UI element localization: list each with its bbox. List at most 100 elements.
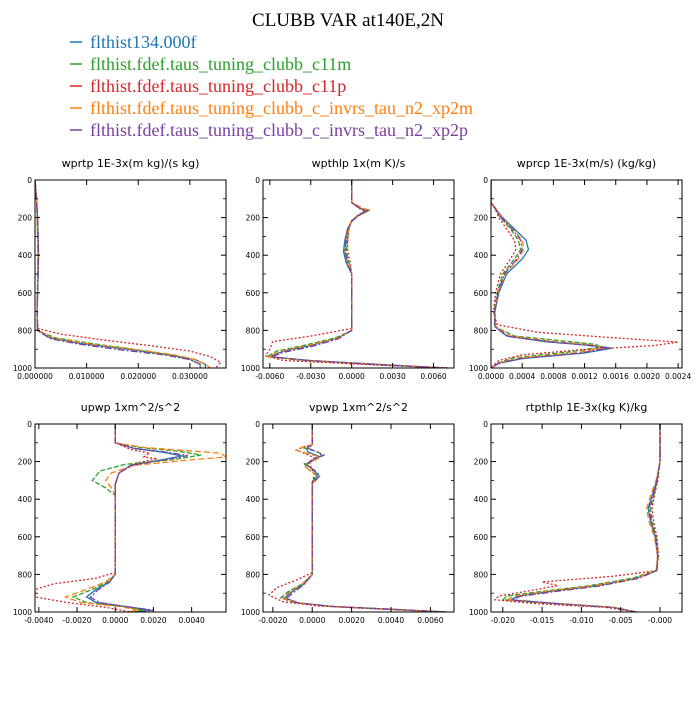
panels: wprtp 1E-3x(m kg)/(s kg) 0 200 400 600 800 100… bbox=[13, 157, 692, 625]
x-tick-label: 0.0000 bbox=[299, 616, 325, 625]
series-line bbox=[504, 424, 661, 612]
panel: wpthlp 1x(m K)/s 0 200 400 600 800 1000-0.0060… bbox=[241, 157, 455, 381]
plot-frame bbox=[34, 423, 227, 613]
y-tick-label: 1000 bbox=[241, 364, 260, 373]
x-tick-label: -0.015 bbox=[530, 616, 554, 625]
series-line bbox=[35, 424, 158, 612]
series-line bbox=[270, 180, 448, 368]
legend-entry: flthist.fdef.taus_tuning_clubb_c_invrs_t… bbox=[90, 120, 468, 140]
series-group bbox=[493, 424, 661, 612]
y-tick-label: 600 bbox=[246, 533, 261, 542]
y-tick-label: 200 bbox=[474, 214, 489, 223]
y-tick-label: 0 bbox=[483, 420, 488, 429]
y-tick-label: 0 bbox=[483, 176, 488, 185]
plot-frame bbox=[262, 423, 455, 613]
y-tick-label: 200 bbox=[246, 458, 261, 467]
y-tick-label: 1000 bbox=[469, 364, 488, 373]
panel-title: wprcp 1E-3x(m/s) (kg/kg) bbox=[517, 157, 656, 170]
x-tick-label: -0.0060 bbox=[255, 372, 284, 381]
x-tick-label: 0.000000 bbox=[17, 372, 53, 381]
y-tick-label: 200 bbox=[18, 214, 33, 223]
y-tick-label: 0 bbox=[27, 176, 32, 185]
series-line bbox=[508, 424, 661, 612]
panel-title: vpwp 1xm^2/s^2 bbox=[309, 401, 408, 414]
series-line bbox=[265, 180, 448, 368]
x-tick-label: 0.010000 bbox=[69, 372, 105, 381]
legend-entry: flthist.fdef.taus_tuning_clubb_c_invrs_t… bbox=[90, 98, 473, 118]
legend: flthist134.000fflthist.fdef.taus_tuning_… bbox=[70, 32, 473, 140]
legend-entry: flthist.fdef.taus_tuning_clubb_c11p bbox=[90, 76, 346, 96]
panel-title: upwp 1xm^2/s^2 bbox=[81, 401, 181, 414]
series-line bbox=[281, 424, 447, 612]
series-group bbox=[35, 424, 226, 612]
panel-title: wpthlp 1x(m K)/s bbox=[312, 157, 406, 170]
x-tick-label: -0.0030 bbox=[296, 372, 325, 381]
y-tick-label: 600 bbox=[246, 289, 261, 298]
plot-frame bbox=[490, 179, 683, 369]
x-tick-label: 0.0016 bbox=[603, 372, 629, 381]
y-tick-label: 600 bbox=[18, 289, 33, 298]
x-tick-label: 0.0000 bbox=[478, 372, 504, 381]
x-tick-label: 0.020000 bbox=[120, 372, 156, 381]
x-tick-label: 0.0020 bbox=[140, 616, 166, 625]
y-tick-label: 400 bbox=[474, 495, 489, 504]
series-group bbox=[491, 180, 679, 368]
series-line bbox=[283, 424, 447, 612]
x-tick-label: -0.005 bbox=[609, 616, 633, 625]
x-tick-label: 0.0030 bbox=[379, 372, 405, 381]
series-line bbox=[89, 424, 188, 612]
series-line bbox=[269, 180, 448, 368]
x-tick-label: 0.0040 bbox=[378, 616, 404, 625]
x-tick-label: 0.0000 bbox=[102, 616, 128, 625]
figure-title: CLUBB VAR at140E,2N bbox=[252, 10, 444, 31]
y-tick-label: 400 bbox=[18, 495, 33, 504]
y-tick-label: 1000 bbox=[13, 364, 32, 373]
y-tick-label: 200 bbox=[18, 458, 33, 467]
y-tick-label: 1000 bbox=[469, 608, 488, 617]
y-tick-label: 0 bbox=[27, 420, 32, 429]
y-tick-label: 400 bbox=[18, 251, 33, 260]
y-tick-label: 0 bbox=[255, 176, 260, 185]
y-tick-label: 1000 bbox=[241, 608, 260, 617]
series-line bbox=[63, 424, 226, 612]
y-tick-label: 400 bbox=[246, 251, 261, 260]
panel-title: wprtp 1E-3x(m kg)/(s kg) bbox=[62, 157, 200, 170]
x-tick-label: 0.0060 bbox=[420, 372, 446, 381]
panel: wprtp 1E-3x(m kg)/(s kg) 0 200 400 600 800 100… bbox=[13, 157, 227, 381]
y-tick-label: 800 bbox=[18, 570, 33, 579]
series-line bbox=[501, 424, 661, 612]
panel: wprcp 1E-3x(m/s) (kg/kg) 0 200 400 600 800 100… bbox=[469, 157, 692, 381]
x-tick-label: 0.0060 bbox=[417, 616, 443, 625]
series-line bbox=[35, 180, 211, 368]
x-tick-label: -0.000 bbox=[648, 616, 672, 625]
x-tick-label: 0.0040 bbox=[178, 616, 204, 625]
panel: rtpthlp 1E-3x(kg K)/kg02004006008001000-… bbox=[469, 401, 683, 625]
y-tick-label: 600 bbox=[474, 533, 489, 542]
y-tick-label: 0 bbox=[255, 420, 260, 429]
series-line bbox=[71, 424, 202, 612]
series-line bbox=[491, 180, 609, 368]
x-tick-label: 0.0020 bbox=[338, 616, 364, 625]
x-tick-label: -0.010 bbox=[569, 616, 593, 625]
series-line bbox=[264, 180, 448, 368]
y-tick-label: 400 bbox=[246, 495, 261, 504]
x-tick-label: -0.0020 bbox=[63, 616, 92, 625]
x-tick-label: 0.0024 bbox=[665, 372, 691, 381]
series-line bbox=[267, 424, 447, 612]
legend-entry: flthist.fdef.taus_tuning_clubb_c11m bbox=[90, 54, 351, 74]
x-tick-label: 0.0020 bbox=[634, 372, 660, 381]
series-group bbox=[264, 180, 448, 368]
panel: upwp 1xm^2/s^2 0 200 400 600 800 1000-0.0040 -0… bbox=[13, 401, 227, 625]
y-tick-label: 200 bbox=[474, 458, 489, 467]
series-group bbox=[35, 180, 222, 368]
y-tick-label: 200 bbox=[246, 214, 261, 223]
y-tick-label: 800 bbox=[246, 570, 261, 579]
plot-frame bbox=[262, 179, 455, 369]
series-line bbox=[509, 424, 661, 612]
x-tick-label: 0.030000 bbox=[172, 372, 208, 381]
plot-frame bbox=[490, 423, 683, 613]
y-tick-label: 800 bbox=[474, 570, 489, 579]
series-line bbox=[491, 180, 679, 368]
x-tick-label: -0.0040 bbox=[24, 616, 53, 625]
